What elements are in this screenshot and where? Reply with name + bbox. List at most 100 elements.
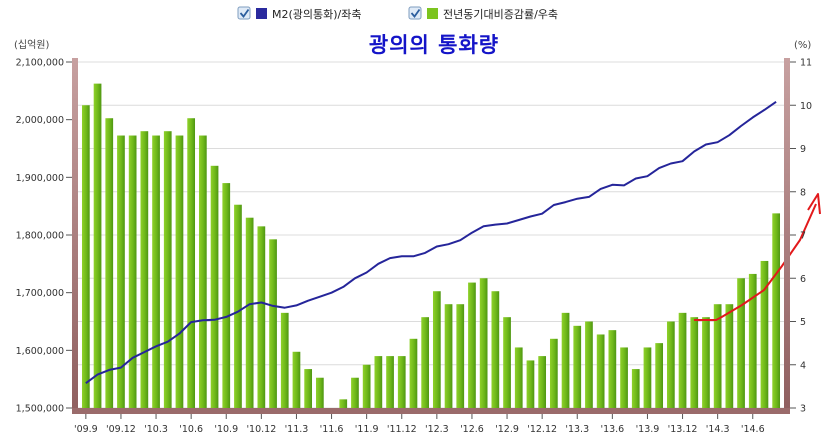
x-tick-label: '13.6	[600, 424, 624, 435]
x-axis-bar	[72, 408, 790, 414]
growth-bar	[257, 226, 266, 408]
growth-bar	[421, 317, 430, 408]
x-tick-label: '11.6	[320, 424, 344, 435]
growth-bar	[128, 135, 137, 408]
right-tick-label: 10	[800, 101, 812, 112]
left-tick-label: 1,900,000	[16, 173, 64, 184]
growth-bar	[666, 321, 675, 408]
growth-bar	[280, 312, 289, 408]
growth-bar	[772, 213, 781, 408]
growth-bar	[725, 304, 734, 408]
growth-bar	[117, 135, 125, 408]
x-tick-label: '14.3	[706, 424, 730, 435]
legend-item-growth[interactable]: 전년동기대비증감률/우축	[408, 6, 558, 21]
growth-bar	[608, 330, 617, 408]
growth-bar	[702, 317, 710, 408]
x-tick-label: '12.12	[527, 424, 557, 435]
legend-swatch-growth	[427, 8, 438, 19]
right-tick-label: 4	[800, 360, 806, 371]
right-tick-label: 6	[800, 274, 806, 285]
growth-bar	[386, 356, 394, 408]
growth-bar	[351, 377, 359, 408]
x-tick-label: '13.9	[636, 424, 660, 435]
x-tick-label: '09.9	[74, 424, 98, 435]
x-tick-label: '10.6	[179, 424, 203, 435]
left-tick-label: 2,000,000	[16, 115, 64, 126]
growth-bar	[620, 347, 628, 408]
legend-checkbox-m2[interactable]	[237, 6, 251, 20]
growth-bar	[561, 312, 570, 408]
right-tick-label: 9	[800, 144, 806, 155]
left-tick-label: 2,100,000	[16, 58, 64, 69]
red-annotation	[694, 193, 821, 321]
x-tick-label: '13.12	[668, 424, 698, 435]
growth-bar	[678, 312, 687, 408]
chart-title: 광의의 통화량	[369, 32, 499, 57]
left-tick-label: 1,600,000	[16, 346, 64, 357]
growth-bar	[175, 135, 184, 408]
growth-bar	[456, 304, 465, 408]
x-tick-label: '09.12	[106, 424, 136, 435]
growth-bar	[339, 399, 348, 408]
growth-bar	[655, 343, 664, 408]
growth-bar	[198, 135, 207, 408]
growth-bar	[374, 356, 383, 408]
growth-bar	[140, 131, 149, 408]
m2-line	[85, 100, 777, 385]
growth-bar	[292, 351, 301, 408]
right-axis-unit: (%)	[794, 40, 811, 51]
legend-item-m2[interactable]: M2(광의통화)/좌축	[237, 6, 362, 21]
growth-bar	[760, 260, 769, 408]
growth-bar	[713, 304, 722, 408]
right-tick-label: 8	[800, 187, 806, 198]
x-tick-label: '12.3	[425, 424, 449, 435]
x-tick-label: '11.9	[355, 424, 379, 435]
growth-bar	[573, 325, 582, 408]
growth-bar	[503, 317, 511, 408]
left-axis-bar	[72, 58, 78, 411]
growth-bar	[549, 338, 558, 408]
growth-bar	[222, 183, 231, 408]
left-tick-label: 1,500,000	[16, 404, 64, 415]
growth-bar	[538, 356, 547, 408]
growth-bar	[468, 282, 476, 408]
legend-label-m2: M2(광의통화)/좌축	[272, 8, 362, 21]
grid	[78, 61, 784, 409]
x-tick-label: '14.6	[741, 424, 765, 435]
bars	[81, 83, 781, 408]
legend: M2(광의통화)/좌축 전년동기대비증감률/우축	[237, 6, 558, 21]
growth-bar	[479, 278, 488, 408]
growth-bar	[397, 356, 406, 408]
growth-bar	[81, 105, 90, 408]
growth-bar	[315, 377, 324, 408]
left-tick-label: 1,700,000	[16, 288, 64, 299]
growth-bar	[187, 118, 196, 408]
x-tick-label: '11.12	[387, 424, 417, 435]
red-trend-arrow	[694, 203, 817, 321]
x-tick-label: '13.3	[565, 424, 589, 435]
growth-bar	[514, 347, 523, 408]
right-tick-label: 3	[800, 404, 806, 415]
arrowhead-icon	[807, 193, 821, 215]
x-tick-label: '10.3	[144, 424, 168, 435]
growth-bar	[737, 278, 745, 408]
growth-bar	[304, 369, 313, 408]
growth-bar	[643, 347, 652, 408]
growth-bar	[631, 369, 640, 408]
right-tick-label: 7	[800, 231, 806, 242]
right-tick-label: 11	[800, 58, 812, 69]
check-icon	[410, 8, 421, 18]
legend-swatch-m2	[256, 8, 267, 19]
growth-bar	[269, 239, 277, 408]
legend-checkbox-growth[interactable]	[408, 6, 422, 20]
growth-bar	[690, 317, 699, 408]
axes	[72, 58, 790, 414]
growth-bar	[245, 217, 254, 408]
x-tick-label: '12.9	[495, 424, 519, 435]
right-axis-bar	[784, 58, 790, 411]
growth-bar	[409, 338, 418, 408]
x-tick-label: '10.12	[246, 424, 276, 435]
growth-bar	[444, 304, 453, 408]
x-ticks: '09.9 '09.12 '10.3 '10.6 '10.9 '10.12 '11.3 '11…	[74, 414, 765, 435]
